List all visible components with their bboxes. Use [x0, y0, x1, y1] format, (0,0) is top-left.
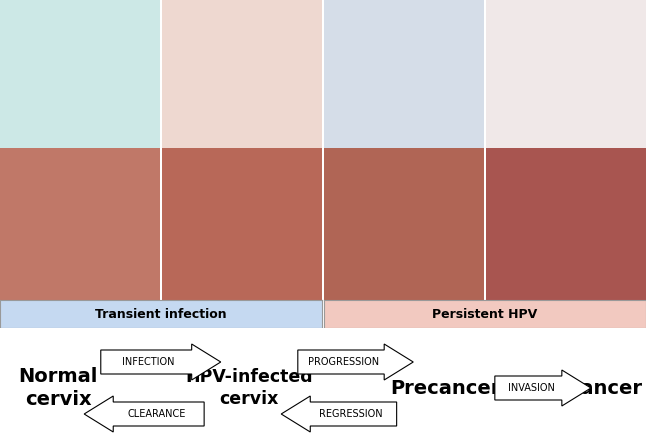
FancyBboxPatch shape [281, 396, 397, 432]
Text: REGRESSION: REGRESSION [319, 409, 382, 419]
FancyBboxPatch shape [101, 344, 221, 380]
Text: Cancer: Cancer [566, 379, 642, 397]
Text: CLEARANCE: CLEARANCE [127, 409, 185, 419]
FancyBboxPatch shape [298, 344, 413, 380]
Text: cervix: cervix [25, 390, 92, 409]
Text: INVASION: INVASION [508, 383, 555, 393]
FancyBboxPatch shape [84, 396, 204, 432]
Text: PROGRESSION: PROGRESSION [308, 357, 379, 367]
Text: HPV-infected: HPV-infected [185, 368, 313, 386]
Text: Normal: Normal [19, 367, 98, 386]
Text: Persistent HPV: Persistent HPV [432, 307, 537, 320]
FancyBboxPatch shape [495, 370, 591, 406]
Text: Transient infection: Transient infection [95, 307, 227, 320]
Text: cervix: cervix [219, 390, 278, 408]
Text: INFECTION: INFECTION [122, 357, 175, 367]
Text: Precancer: Precancer [391, 379, 501, 397]
